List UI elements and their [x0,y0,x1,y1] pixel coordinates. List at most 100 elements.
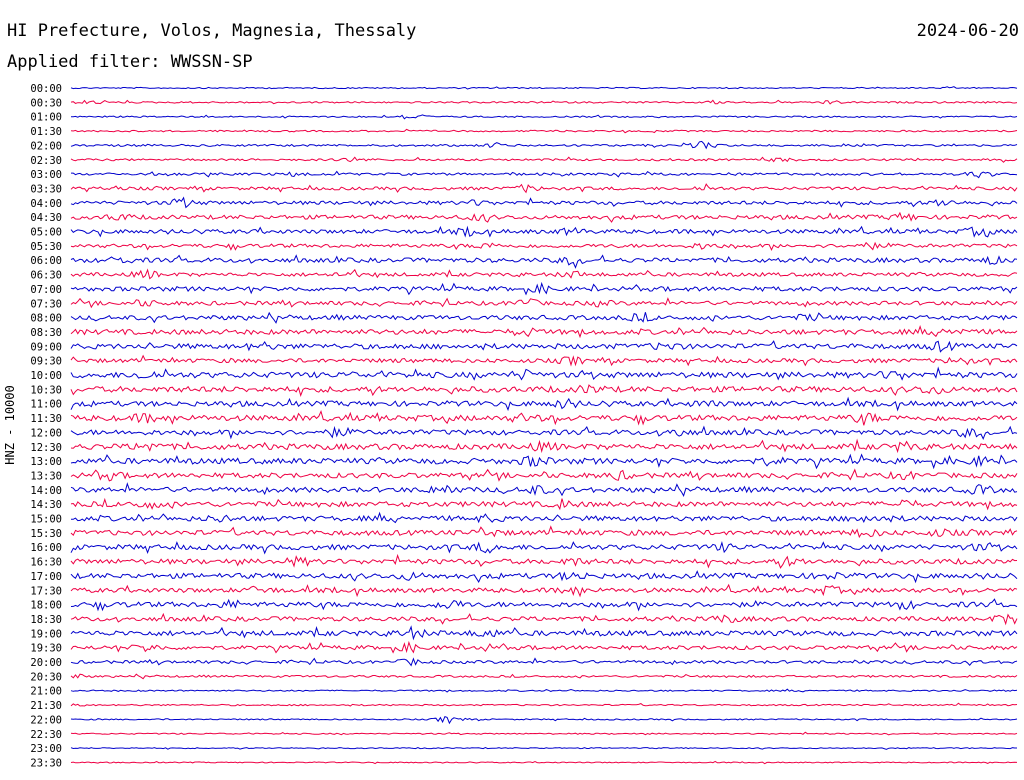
time-tick-label: 15:00 [30,514,62,526]
time-tick-label: 20:00 [30,657,62,669]
time-tick-label: 09:30 [30,356,62,368]
time-tick-label: 16:30 [30,557,62,569]
trace-line [70,747,1017,750]
trace-line [70,525,1018,539]
time-tick-label: 17:00 [30,571,62,583]
trace-line [70,612,1018,626]
trace-line [70,156,1018,163]
time-tick-label: 16:00 [30,542,62,554]
time-tick-label: 22:00 [30,714,62,726]
time-tick-label: 01:00 [30,112,62,124]
trace-line [70,254,1018,269]
time-tick-label: 23:00 [30,743,62,755]
time-tick-label: 03:00 [30,169,62,181]
trace-line [70,281,1018,296]
trace-line [70,640,1018,654]
trace-line [70,598,1018,612]
trace-line [70,453,1018,470]
time-tick-label: 19:30 [30,643,62,655]
time-tick-label: 01:30 [30,126,62,138]
trace-line [70,396,1018,412]
time-tick-label: 10:30 [30,384,62,396]
time-tick-label: 21:00 [30,686,62,698]
time-tick-label: 10:00 [30,370,62,382]
time-tick-label: 20:30 [30,671,62,683]
trace-line [70,625,1018,641]
trace-line [70,583,1018,598]
time-tick-label: 19:00 [30,628,62,640]
time-tick-label: 12:00 [30,427,62,439]
trace-line [70,297,1018,309]
time-tick-label: 13:30 [30,470,62,482]
trace-line [70,760,1018,765]
trace-line [70,731,1018,736]
trace-line [70,140,1018,150]
time-tick-label: 02:30 [30,155,62,167]
time-tick-label: 06:30 [30,270,62,282]
trace-line [70,99,1018,105]
time-tick-label: 04:30 [30,212,62,224]
time-tick-label: 05:30 [30,241,62,253]
trace-line [70,497,1018,511]
trace-line [70,128,1018,134]
station-title: HI Prefecture, Volos, Magnesia, Thessaly [7,21,417,41]
time-tick-label: 13:00 [30,456,62,468]
time-tick-label: 04:00 [30,198,62,210]
trace-line [70,241,1018,251]
trace-line [70,114,1018,120]
trace-line [70,702,1018,707]
trace-line [70,86,1018,90]
trace-line [70,268,1018,280]
time-tick-label: 07:00 [30,284,62,296]
trace-line [70,384,1018,397]
trace-line [70,553,1018,569]
trace-line [70,673,1018,680]
time-tick-label: 02:00 [30,140,62,152]
date-label: 2024-06-20 [916,21,1019,41]
time-tick-label: 22:30 [30,729,62,741]
time-tick-label: 00:00 [30,83,62,95]
time-tick-label: 18:00 [30,600,62,612]
trace-line [70,482,1018,497]
trace-line [71,511,1018,524]
trace-line [70,340,1018,353]
time-tick-label: 14:30 [30,499,62,511]
trace-line [70,366,1018,381]
time-tick-label: 23:30 [30,757,62,769]
time-tick-label: 11:30 [30,413,62,425]
time-tick-label: 03:30 [30,183,62,195]
trace-line [71,170,1018,179]
trace-line [70,409,1018,426]
trace-line [70,425,1018,440]
time-tick-label: 08:00 [30,313,62,325]
trace-line [70,354,1018,367]
trace-line [70,468,1018,482]
time-tick-label: 00:30 [30,97,62,109]
trace-line [70,311,1018,324]
time-tick-label: 06:00 [30,255,62,267]
trace-line [70,225,1018,238]
time-tick-label: 18:30 [30,614,62,626]
trace-line [70,657,1018,667]
trace-line [70,570,1018,584]
trace-line [70,715,1018,725]
time-tick-label: 15:30 [30,528,62,540]
time-tick-label: 14:00 [30,485,62,497]
trace-line [70,196,1018,209]
filter-label: Applied filter: WWSSN-SP [7,52,253,72]
time-tick-label: 21:30 [30,700,62,712]
time-tick-label: 17:30 [30,585,62,597]
time-tick-label: 05:00 [30,227,62,239]
trace-line [70,438,1018,454]
trace-line [70,688,1018,693]
time-tick-label: 08:30 [30,327,62,339]
time-tick-label: 12:30 [30,442,62,454]
time-tick-label: 09:00 [30,341,62,353]
time-tick-label: 11:00 [30,399,62,411]
trace-line [70,325,1018,339]
time-tick-label: 07:30 [30,298,62,310]
trace-line [70,183,1018,194]
trace-line [70,540,1018,555]
